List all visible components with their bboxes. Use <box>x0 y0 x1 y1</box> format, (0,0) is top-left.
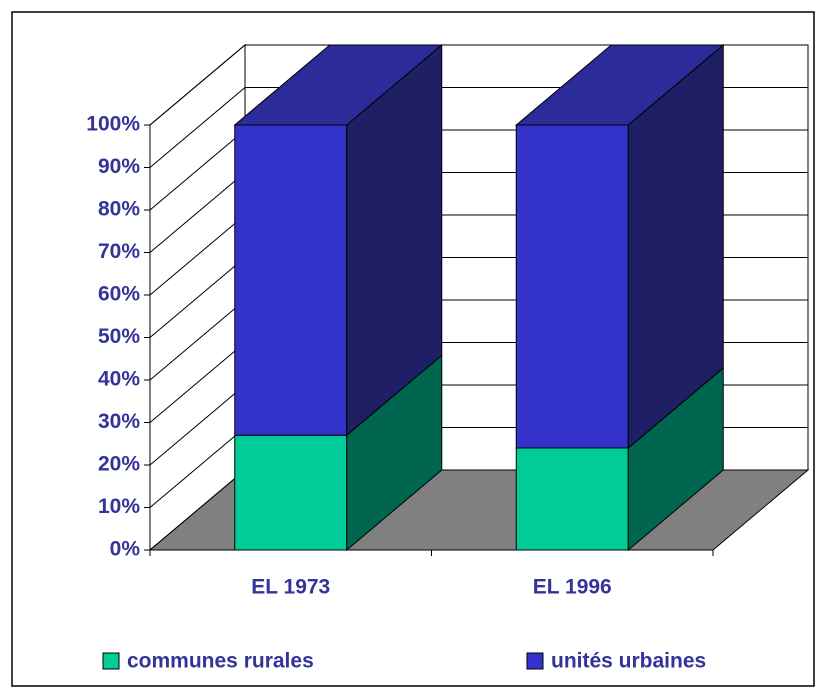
x-tick-label: EL 1973 <box>251 576 330 599</box>
y-tick-label: 60% <box>98 283 140 306</box>
grid-line <box>149 384 246 466</box>
grid-line <box>149 129 246 211</box>
y-tick-label: 80% <box>98 198 140 221</box>
grid-line <box>149 87 246 168</box>
bar-front <box>515 124 629 449</box>
legend-swatch <box>526 652 544 670</box>
legend-label: communes rurales <box>127 650 314 673</box>
y-tick-label: 0% <box>110 538 141 561</box>
grid-line <box>149 257 246 338</box>
y-tick-label: 10% <box>98 495 140 518</box>
bar-front <box>234 434 348 551</box>
grid-line <box>149 172 246 253</box>
bar-top <box>514 44 725 126</box>
grid-line <box>149 44 246 126</box>
grid-line <box>149 214 246 296</box>
bar-front <box>234 124 348 436</box>
grid-line <box>149 342 246 423</box>
legend-swatch <box>102 652 120 670</box>
y-tick-label: 40% <box>98 368 140 391</box>
bar-front <box>515 447 629 551</box>
grid-line <box>149 299 246 381</box>
y-tick-label: 20% <box>98 453 140 476</box>
y-tick-label: 90% <box>98 155 140 178</box>
grid-line <box>149 427 246 508</box>
y-tick-label: 30% <box>98 410 140 433</box>
legend-label: unités urbaines <box>551 650 706 673</box>
x-tick-label: EL 1996 <box>533 576 612 599</box>
y-tick-label: 50% <box>98 325 140 348</box>
y-tick-label: 70% <box>98 240 140 263</box>
y-tick-label: 100% <box>86 113 140 136</box>
bar-top <box>233 44 444 126</box>
